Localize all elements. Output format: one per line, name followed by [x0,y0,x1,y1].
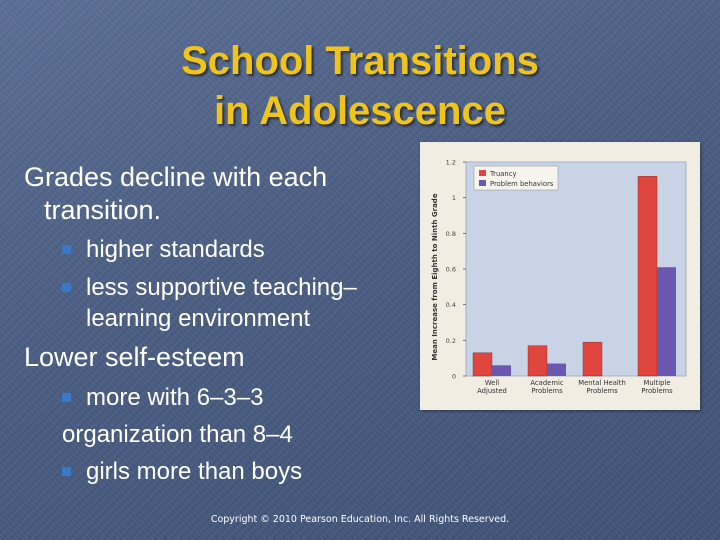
x-category-label: Problems [531,387,563,395]
x-category-label: Well [485,379,499,387]
bar-problem-behaviors [547,363,566,376]
bar-truancy [582,341,603,377]
square-bullet-icon [62,245,71,254]
bar-truancy [472,352,493,377]
legend-swatch [479,180,486,186]
x-category-label: Problems [641,387,673,395]
x-category-label: Mental Health [578,379,626,387]
legend-label: Problem behaviors [490,180,554,188]
y-tick-label: 0.2 [446,337,456,345]
legend-box [473,165,559,191]
square-bullet-icon [62,467,71,476]
bar-truancy [637,176,658,377]
copyright-notice: Copyright © 2010 Pearson Education, Inc.… [210,514,510,525]
slide-title: School Transitions in Adolescence [0,36,720,136]
x-category-label: Academic [530,379,563,387]
sub-bullet-higher-standards: higher standards [86,236,265,263]
y-tick-label: 0 [452,373,456,381]
y-tick-label: 0.4 [446,301,456,309]
sub-bullet-organization-line-1: more with 6–3–3 [86,384,264,411]
sub-bullet-organization-line-2: organization than 8–4 [62,421,293,448]
bar-chart: 0 0.2 0.4 0.6 0.8 1 1.2 Mean Increase from Eigh… [431,159,687,395]
bullet-self-esteem: Lower self-esteem [24,342,245,372]
bar-problem-behaviors [492,365,511,376]
y-tick-label: 0.6 [446,266,456,274]
y-tick-label: 0.8 [446,230,456,238]
x-category-label: Problems [586,387,618,395]
sub-bullet-teaching-line-1: less supportive teaching– [86,274,357,301]
sub-bullet-girls: girls more than boys [86,458,303,485]
chart-panel: 0 0.2 0.4 0.6 0.8 1 1.2 Mean Increase from Eigh… [420,142,700,410]
bullet-grades-line-2: transition. [44,195,162,225]
y-axis-label: Mean Increase from Eighth to Ninth Grade [431,193,439,360]
legend-label: Truancy [489,170,517,178]
y-tick-label: 1.2 [446,159,456,167]
sub-bullet-teaching-line-2: learning environment [86,305,311,332]
x-category-label: Adjusted [477,387,507,395]
x-category-label: Multiple [644,379,671,387]
title-line-2: in Adolescence [214,89,506,133]
square-bullet-icon [62,283,71,292]
square-bullet-icon [62,393,71,402]
bar-problem-behaviors [657,267,676,376]
bullet-grades-line-1: Grades decline with each [24,162,328,192]
y-tick-label: 1 [452,194,456,202]
legend-swatch [479,170,486,176]
bar-truancy [527,345,548,377]
title-line-1: School Transitions [181,39,539,83]
